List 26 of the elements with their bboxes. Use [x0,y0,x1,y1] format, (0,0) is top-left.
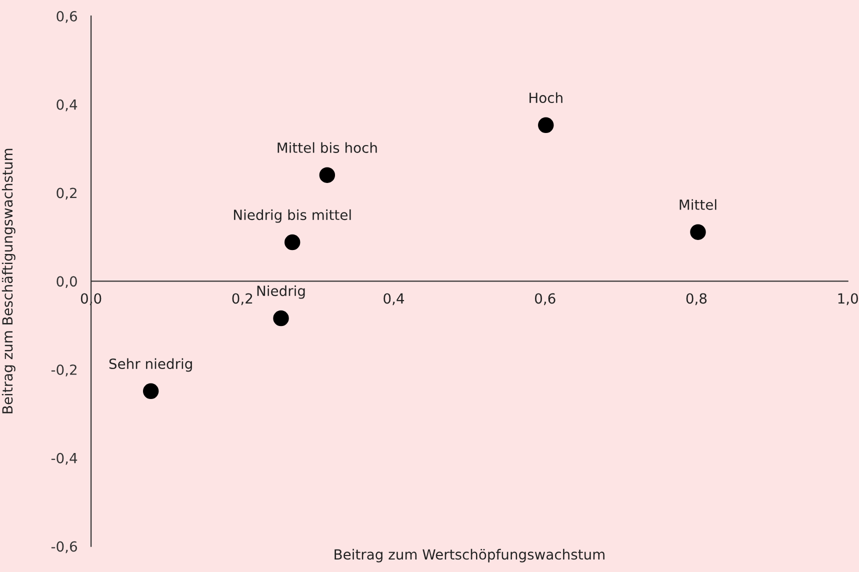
annotation: Mittel bis hoch [278,142,377,153]
x-axis-title: Beitrag zum Wertschöpfungswachstum [334,548,604,562]
y-tick-label: 0,0 [56,276,77,288]
point [690,224,706,240]
y-tick-label: -0,2 [51,364,76,376]
y-tick-label: 0,4 [56,99,78,112]
point [142,383,159,400]
annotation: Niedrig [257,285,305,299]
point [319,167,336,183]
point [273,310,289,326]
x-tick-label: 1,0 [838,293,858,306]
annotation: Niedrig bis mittel [234,209,351,223]
y-tick-label: 0,6 [56,10,77,23]
x-tick-label: 0,2 [232,293,252,306]
annotation: Hoch [530,92,562,104]
y-tick-label: -0,6 [51,541,77,554]
y-tick-label: -0,4 [51,452,78,465]
point [538,117,554,134]
point [284,234,300,250]
x-tick-label: 0,4 [384,293,404,306]
x-tick-label: 0,8 [686,293,707,306]
annotation: Sehr niedrig [109,358,192,372]
annotation: Mittel [680,199,716,210]
y-axis-title: Beitrag zum Beschäftigungswachstum [2,148,16,414]
y-tick-label: 0,2 [56,188,76,200]
x-tick-label: 0,6 [534,293,556,306]
